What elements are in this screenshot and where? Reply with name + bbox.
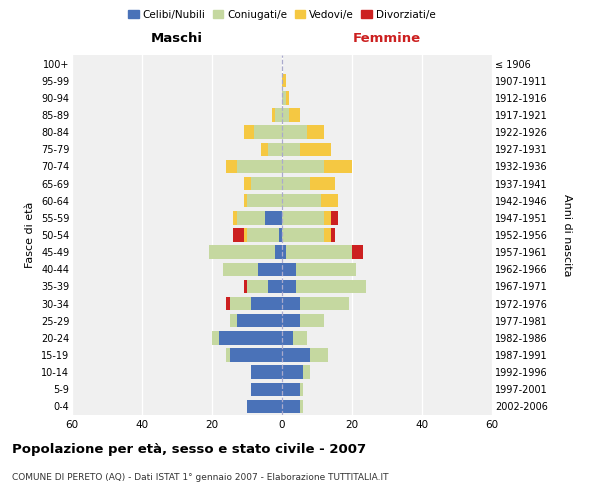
Bar xyxy=(296,280,366,293)
Bar xyxy=(251,177,282,190)
Bar xyxy=(282,126,307,139)
Bar xyxy=(251,382,282,396)
Bar xyxy=(282,262,296,276)
Bar xyxy=(299,382,303,396)
Bar xyxy=(236,314,282,328)
Bar xyxy=(282,280,296,293)
Bar xyxy=(265,211,282,224)
Bar xyxy=(209,246,275,259)
Bar xyxy=(299,142,331,156)
Bar xyxy=(219,331,282,344)
Bar xyxy=(236,211,265,224)
Bar xyxy=(261,142,268,156)
Bar xyxy=(247,400,282,413)
Bar xyxy=(229,348,282,362)
Bar xyxy=(324,228,331,241)
Bar xyxy=(282,91,286,104)
Bar xyxy=(296,262,355,276)
Bar xyxy=(299,400,303,413)
Bar xyxy=(278,228,282,241)
Bar xyxy=(229,297,251,310)
Y-axis label: Fasce di età: Fasce di età xyxy=(25,202,35,268)
Bar xyxy=(282,331,293,344)
Bar xyxy=(257,262,282,276)
Bar xyxy=(282,297,299,310)
Bar xyxy=(282,314,299,328)
Bar xyxy=(226,160,236,173)
Bar xyxy=(233,228,244,241)
Bar xyxy=(282,382,299,396)
Bar xyxy=(223,262,257,276)
Bar xyxy=(299,314,324,328)
Bar xyxy=(233,211,236,224)
Bar xyxy=(282,177,310,190)
Bar xyxy=(293,331,307,344)
Y-axis label: Anni di nascita: Anni di nascita xyxy=(562,194,572,276)
Text: Popolazione per età, sesso e stato civile - 2007: Popolazione per età, sesso e stato civil… xyxy=(12,442,366,456)
Bar xyxy=(310,348,328,362)
Bar xyxy=(282,400,299,413)
Bar xyxy=(282,228,324,241)
Bar xyxy=(275,246,282,259)
Bar xyxy=(331,211,338,224)
Bar xyxy=(244,228,247,241)
Text: COMUNE DI PERETO (AQ) - Dati ISTAT 1° gennaio 2007 - Elaborazione TUTTITALIA.IT: COMUNE DI PERETO (AQ) - Dati ISTAT 1° ge… xyxy=(12,472,389,482)
Bar xyxy=(282,160,324,173)
Bar xyxy=(251,366,282,379)
Bar xyxy=(244,194,247,207)
Bar xyxy=(268,142,282,156)
Bar xyxy=(236,160,282,173)
Bar xyxy=(282,211,324,224)
Bar xyxy=(282,366,303,379)
Bar xyxy=(324,160,352,173)
Bar xyxy=(244,177,251,190)
Bar xyxy=(282,194,320,207)
Bar xyxy=(310,177,335,190)
Bar xyxy=(307,126,324,139)
Bar xyxy=(244,126,254,139)
Bar xyxy=(275,108,282,122)
Bar xyxy=(303,366,310,379)
Bar xyxy=(352,246,362,259)
Bar xyxy=(282,108,289,122)
Bar xyxy=(282,348,310,362)
Bar xyxy=(286,246,352,259)
Bar xyxy=(282,142,299,156)
Bar xyxy=(286,91,289,104)
Legend: Celibi/Nubili, Coniugati/e, Vedovi/e, Divorziati/e: Celibi/Nubili, Coniugati/e, Vedovi/e, Di… xyxy=(126,8,438,22)
Text: Maschi: Maschi xyxy=(151,32,203,44)
Text: Femmine: Femmine xyxy=(353,32,421,44)
Bar xyxy=(324,211,331,224)
Bar xyxy=(226,297,229,310)
Bar xyxy=(320,194,338,207)
Bar xyxy=(212,331,219,344)
Bar xyxy=(247,280,268,293)
Bar xyxy=(229,314,236,328)
Bar xyxy=(268,280,282,293)
Bar xyxy=(254,126,282,139)
Bar xyxy=(299,297,349,310)
Bar xyxy=(247,194,282,207)
Bar xyxy=(271,108,275,122)
Bar xyxy=(244,280,247,293)
Bar xyxy=(289,108,299,122)
Bar xyxy=(247,228,278,241)
Bar xyxy=(282,246,286,259)
Bar xyxy=(331,228,335,241)
Bar xyxy=(251,297,282,310)
Bar xyxy=(282,74,286,88)
Bar xyxy=(226,348,229,362)
